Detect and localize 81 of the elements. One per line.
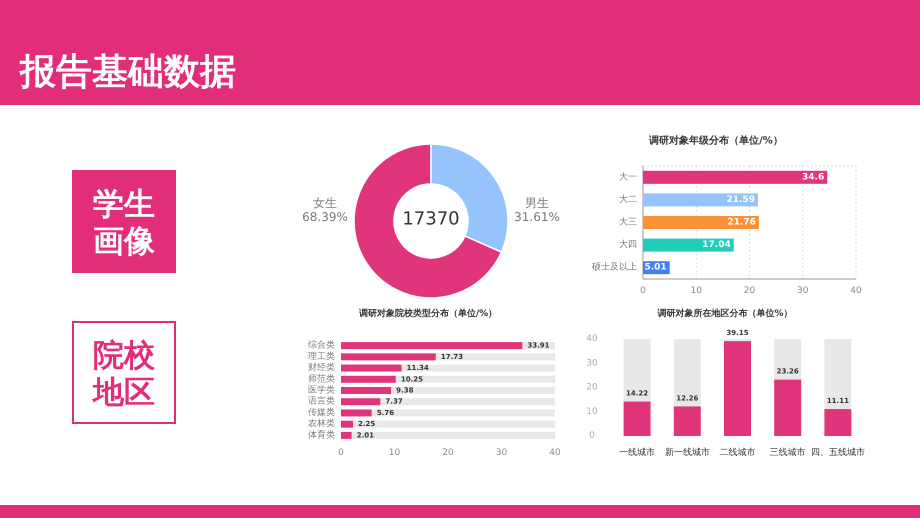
- bar: [341, 432, 352, 439]
- x-tick-label: 三线城市: [770, 447, 806, 458]
- x-tick-label: 20: [744, 286, 756, 296]
- x-tick-label: 一线城市: [619, 447, 656, 458]
- bar: [341, 353, 436, 360]
- data-label: 21.59: [726, 194, 755, 205]
- y-tick-label: 大三: [619, 216, 637, 228]
- x-tick-label: 0: [338, 448, 344, 458]
- text: 院校地区: [91, 338, 156, 410]
- bar: [372, 409, 555, 416]
- slice-label: 女生: [313, 196, 337, 210]
- bar: [341, 387, 392, 394]
- bar: [724, 341, 751, 436]
- x-tick-label: 10: [690, 286, 702, 296]
- y-tick-label: 30: [586, 358, 598, 368]
- data-label: 5.01: [644, 262, 667, 273]
- y-tick-label: 大四: [619, 239, 637, 250]
- bar: [643, 193, 758, 206]
- x-tick-label: 四、五线城市: [810, 447, 865, 458]
- bar: [674, 339, 701, 406]
- bar: [341, 364, 402, 372]
- data-label: 21.76: [727, 218, 756, 228]
- y-tick-label: 语言类: [308, 396, 335, 407]
- data-label: 34.6: [802, 172, 824, 182]
- y-tick-label: 10: [586, 406, 598, 417]
- bar: [341, 398, 380, 406]
- data-label: 31.61%: [514, 210, 560, 224]
- y-tick-label: 理工类: [308, 350, 335, 362]
- bar: [824, 338, 852, 410]
- bar: [774, 380, 802, 436]
- text: 17370: [402, 208, 460, 230]
- chart-title: 调研对象院校类型分布（单位/%）: [358, 308, 498, 319]
- y-tick-label: 0: [589, 431, 596, 441]
- x-tick-label: 30: [797, 286, 809, 296]
- bar: [352, 432, 556, 439]
- bar: [624, 338, 651, 402]
- bar: [724, 338, 751, 342]
- x-tick-label: 30: [496, 448, 508, 458]
- data-label: 68.39%: [302, 210, 348, 224]
- bar: [436, 353, 556, 360]
- y-tick-label: 大二: [619, 194, 637, 205]
- bar: [391, 387, 555, 394]
- bar: [353, 420, 556, 428]
- bar: [396, 376, 556, 383]
- bar: [624, 402, 651, 436]
- x-tick-label: 20: [442, 448, 454, 458]
- x-tick-label: 40: [850, 286, 862, 296]
- y-tick-label: 医学类: [308, 384, 335, 396]
- bar: [402, 364, 556, 372]
- y-tick-label: 综合类: [308, 340, 335, 351]
- x-tick-label: 新一线城市: [664, 447, 710, 458]
- y-tick-label: 财经类: [308, 362, 335, 374]
- bar: [674, 406, 701, 436]
- y-tick-label: 师范类: [308, 373, 335, 384]
- x-tick-label: 40: [549, 448, 561, 458]
- x-tick-label: 10: [388, 448, 400, 458]
- y-tick-label: 农林类: [308, 418, 335, 430]
- bar: [643, 170, 828, 184]
- bar: [341, 376, 396, 383]
- x-tick-label: 二线城市: [720, 447, 756, 458]
- y-tick-label: 20: [586, 382, 598, 392]
- slice-label: 男生: [525, 196, 549, 210]
- y-tick-label: 硕士及以上: [591, 262, 637, 273]
- bar: [774, 339, 802, 380]
- bar: [341, 342, 522, 350]
- bar: [341, 420, 354, 428]
- bar: [824, 409, 852, 436]
- y-tick-label: 传媒类: [308, 406, 335, 418]
- chart-title: 调研对象所在地区分布（单位%）: [656, 308, 793, 319]
- chart-title: 调研对象年级分布（单位/%）: [648, 134, 783, 146]
- text: 报告基础数据: [18, 52, 236, 92]
- y-tick-label: 40: [586, 334, 598, 344]
- bar: [643, 238, 734, 252]
- y-tick-label: 大一: [619, 171, 637, 182]
- bar: [643, 216, 759, 229]
- y-tick-label: 体育类: [308, 429, 335, 440]
- bar: [341, 409, 372, 416]
- text: 学生画像: [93, 186, 156, 260]
- data-label: 17.04: [702, 240, 731, 250]
- x-tick-label: 0: [640, 286, 646, 296]
- bar: [380, 398, 555, 406]
